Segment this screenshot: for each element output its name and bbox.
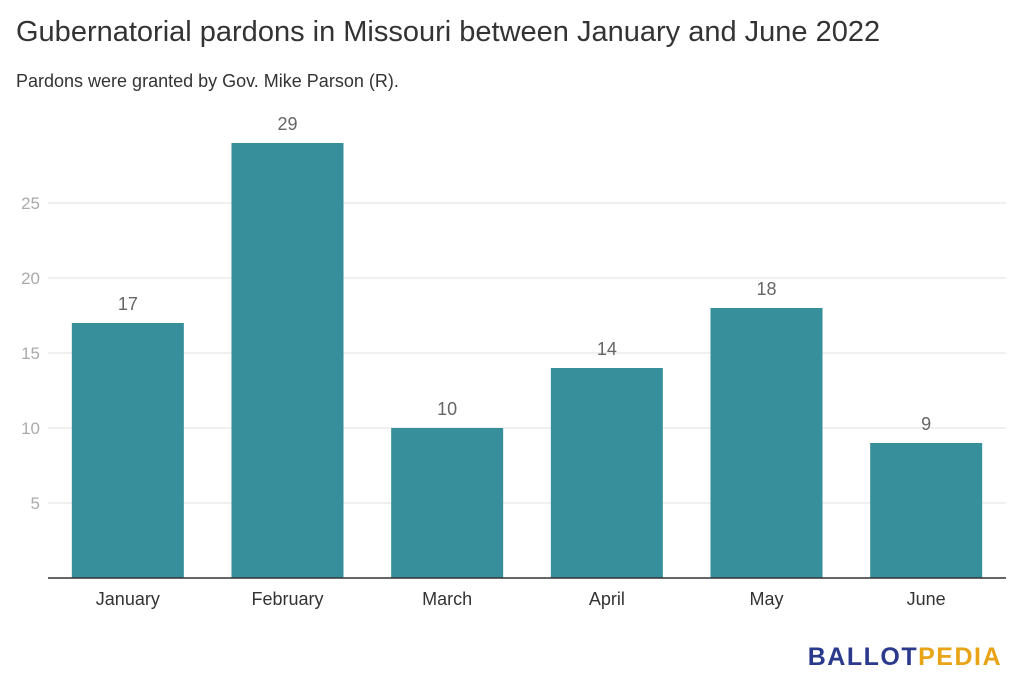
y-tick-label: 15 [21,344,40,363]
bar-february [231,143,344,578]
bar-value-label: 10 [437,399,457,419]
x-tick-label: April [589,589,625,609]
bar-april [550,368,663,578]
bar-june [870,443,983,578]
bar-value-label: 9 [921,414,931,434]
x-tick-label: January [96,589,160,609]
bar-layer: 17 29 10 14 18 9 [71,114,983,578]
x-tick-label: June [907,589,946,609]
bar-value-label: 17 [118,294,138,314]
x-tick-label: May [749,589,783,609]
bar-january [71,323,184,578]
chart-title: Gubernatorial pardons in Missouri betwee… [16,16,881,48]
bar-march [391,428,504,578]
grid-layer [48,202,1006,504]
y-tick-label: 25 [21,194,40,213]
logo-part-2: PEDIA [918,643,1002,671]
chart-subtitle: Pardons were granted by Gov. Mike Parson… [16,71,399,91]
x-tick-label: March [422,589,472,609]
bar-value-label: 14 [597,339,617,359]
y-tick-label: 20 [21,269,40,288]
bar-value-label: 29 [277,114,297,134]
y-tick-label: 10 [21,419,40,438]
bar-may [710,308,823,578]
y-tick-label: 5 [31,494,40,513]
axis-layer: 5 10 15 20 25 January February March April May Jun… [21,194,1006,609]
bar-value-label: 18 [756,279,776,299]
ballotpedia-logo: BALLOTPEDIA [808,643,1002,672]
logo-part-1: BALLOT [807,643,919,671]
x-tick-label: February [251,589,323,609]
